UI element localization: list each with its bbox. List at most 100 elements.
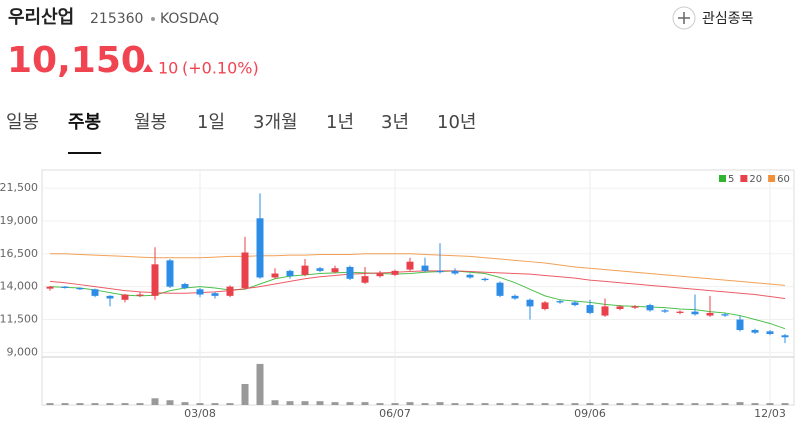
- candle-body: [91, 289, 99, 296]
- legend-swatch: [719, 175, 726, 182]
- volume-bar: [586, 403, 594, 405]
- candle-body: [301, 265, 309, 275]
- candle-body: [601, 306, 609, 316]
- tab[interactable]: 10년: [437, 112, 476, 133]
- candle-body: [556, 301, 564, 303]
- stock-code: 215360: [90, 11, 143, 27]
- candle-body: [136, 294, 144, 296]
- candle-body: [106, 295, 114, 299]
- candle-body: [496, 282, 504, 296]
- volume-bar: [721, 403, 729, 405]
- volume-bar: [406, 402, 414, 405]
- volume-bar: [526, 403, 534, 405]
- candle-body: [151, 264, 159, 296]
- legend-label: 20: [749, 174, 762, 185]
- volume-bar: [481, 403, 489, 405]
- current-price: 10,150: [7, 40, 146, 81]
- candle-body: [721, 314, 729, 316]
- volume-bar: [361, 402, 369, 405]
- volume-bar: [466, 403, 474, 405]
- tab[interactable]: 일봉: [6, 112, 39, 133]
- volume-bar: [496, 403, 504, 405]
- volume-bar: [211, 403, 219, 405]
- legend-label: 60: [777, 174, 790, 185]
- volume-bar: [511, 403, 519, 405]
- candle-body: [331, 268, 339, 273]
- volume-bar: [661, 403, 669, 405]
- candle-body: [736, 319, 744, 331]
- tab[interactable]: 월봉: [134, 112, 167, 133]
- legend-label: 5: [728, 174, 734, 185]
- separator-dot: [151, 17, 155, 21]
- candle-body: [421, 265, 429, 271]
- volume-bar: [781, 403, 789, 405]
- volume-bar: [376, 403, 384, 405]
- candle-body: [436, 270, 444, 273]
- plus-icon: [678, 12, 690, 24]
- y-tick-label: 9,000: [7, 345, 39, 358]
- candle-body: [211, 293, 219, 296]
- volume-bar: [61, 403, 69, 405]
- candle-body: [451, 270, 459, 274]
- x-tick-label: 09/06: [574, 407, 606, 420]
- candle-body: [286, 270, 294, 277]
- watch-icon[interactable]: [672, 6, 696, 30]
- moving-average: [50, 253, 786, 286]
- volume-bar: [421, 403, 429, 405]
- tab[interactable]: 3년: [381, 112, 409, 133]
- candle-body: [166, 260, 174, 287]
- volume-bar: [556, 403, 564, 405]
- price-change: 10: [158, 59, 178, 78]
- volume-bar: [676, 403, 684, 405]
- candle-body: [391, 270, 399, 275]
- volume-bar: [46, 403, 54, 405]
- volume-bar: [286, 401, 294, 405]
- candle-body: [586, 305, 594, 313]
- volume-bar: [256, 363, 264, 405]
- volume-bar: [541, 403, 549, 405]
- candle-body: [346, 266, 354, 279]
- tab[interactable]: 1일: [197, 112, 225, 133]
- candle-body: [646, 305, 654, 311]
- tab[interactable]: 1년: [326, 112, 354, 133]
- candle-body: [406, 261, 414, 270]
- chart: 9,000 11,500 14,000 16,500 19,000 21,500 03/08…: [0, 169, 795, 420]
- tab[interactable]: 3개월: [253, 112, 298, 133]
- volume-bar: [226, 403, 234, 405]
- volume-bar: [616, 403, 624, 405]
- volume-bar: [151, 398, 159, 405]
- price-change-pct: (+0.10%): [182, 59, 259, 78]
- candle-body: [511, 295, 519, 299]
- candle-body: [121, 294, 129, 300]
- period-tabs: 일봉 주봉 월봉 1일 3개월 1년 3년 10년: [6, 112, 476, 154]
- volume-bar: [391, 403, 399, 405]
- volume-bar: [181, 402, 189, 405]
- y-tick-label: 14,000: [0, 280, 38, 293]
- volume-bar: [451, 403, 459, 405]
- volume-bar: [271, 400, 279, 405]
- x-tick-label: 06/07: [379, 407, 411, 420]
- volume-bar: [331, 402, 339, 405]
- candle-body: [466, 274, 474, 278]
- volume-bar: [751, 403, 759, 405]
- candle-body: [481, 278, 489, 281]
- volume-bar: [736, 402, 744, 405]
- y-tick-label: 21,500: [0, 181, 38, 194]
- candle-body: [376, 273, 384, 277]
- candle-body: [61, 286, 69, 288]
- y-tick-label: 16,500: [0, 247, 38, 260]
- candle-body: [316, 268, 324, 271]
- candle-body: [661, 310, 669, 312]
- tab[interactable]: 주봉: [68, 112, 101, 133]
- volume-bar: [91, 403, 99, 405]
- volume-bar: [631, 403, 639, 405]
- stock-name: 우리산업: [8, 7, 74, 28]
- candle-body: [706, 312, 714, 316]
- x-tick-label: 03/08: [184, 407, 216, 420]
- watch-button[interactable]: 관심종목: [702, 11, 754, 27]
- volume-bar: [196, 403, 204, 405]
- volume-bar: [241, 383, 249, 405]
- candle-body: [46, 286, 54, 289]
